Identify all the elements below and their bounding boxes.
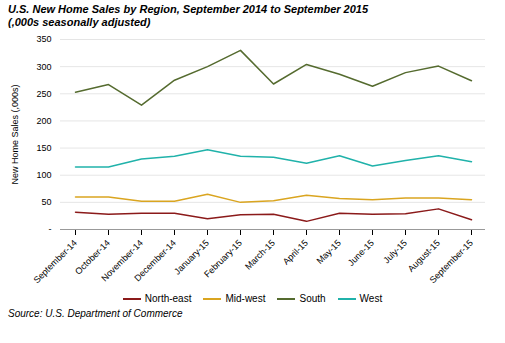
html-text:(,000s seasonally adjusted): (,000s seasonally adjusted) — [8, 16, 151, 28]
html-text:U.S. New Home Sales by Region,: U.S. New Home Sales by Region, September… — [8, 3, 369, 15]
svg-text:September-14: September-14 — [32, 238, 79, 285]
svg-text:50: 50 — [41, 197, 51, 207]
svg-text:New Home Sales (,000s): New Home Sales (,000s) — [10, 84, 20, 184]
svg-text:100: 100 — [36, 170, 51, 180]
html-text:Source: U.S. Department of Com: Source: U.S. Department of Commerce — [8, 308, 183, 319]
svg-text:October-14: October-14 — [73, 237, 112, 277]
svg-text:June-15: June-15 — [346, 238, 376, 268]
svg-text:150: 150 — [36, 143, 51, 153]
svg-text:August-15: August-15 — [405, 237, 442, 274]
svg-text:September-15: September-15 — [428, 238, 475, 285]
svg-text:April-15: April-15 — [281, 238, 310, 267]
svg-text:May-15: May-15 — [315, 238, 343, 266]
svg-text:300: 300 — [36, 62, 51, 72]
svg-text:-: - — [49, 224, 52, 234]
html-text:West: West — [359, 293, 383, 304]
svg-text:November-14: November-14 — [99, 237, 145, 284]
svg-text:February-15: February-15 — [202, 238, 244, 280]
svg-text:350: 350 — [36, 34, 51, 44]
svg-text:200: 200 — [36, 116, 51, 126]
html-text:North-east: North-east — [144, 293, 192, 304]
html-text:South: South — [299, 293, 326, 304]
svg-text:July-15: July-15 — [381, 238, 409, 266]
html-text:Mid-west: Mid-west — [225, 293, 266, 304]
svg-text:January-15: January-15 — [172, 237, 211, 277]
svg-text:December-14: December-14 — [132, 238, 178, 284]
svg-text:250: 250 — [36, 89, 51, 99]
svg-text:March-15: March-15 — [243, 238, 277, 272]
